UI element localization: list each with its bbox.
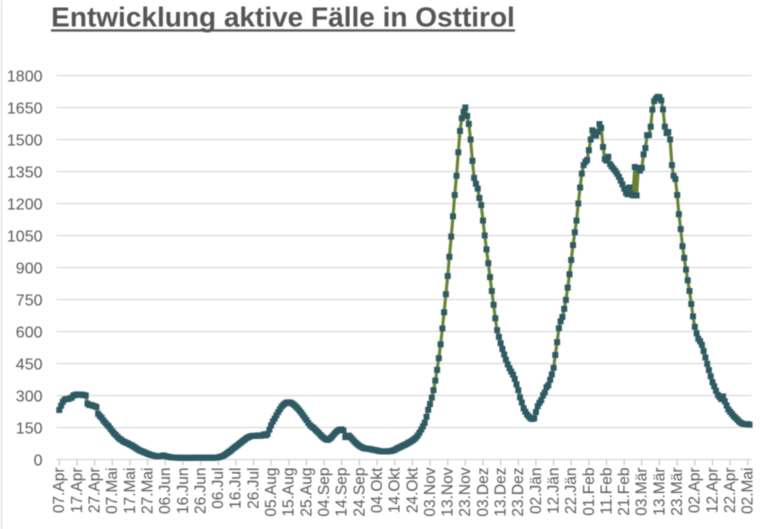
svg-text:16.Jun: 16.Jun <box>175 468 192 515</box>
svg-text:14.Sep: 14.Sep <box>334 468 351 517</box>
svg-text:17.Mai: 17.Mai <box>122 468 139 515</box>
svg-text:03.Nov: 03.Nov <box>422 467 439 516</box>
svg-text:02.Apr: 02.Apr <box>687 468 704 514</box>
svg-text:1200: 1200 <box>7 196 43 213</box>
svg-text:750: 750 <box>16 292 43 309</box>
svg-text:04.Okt: 04.Okt <box>369 467 386 513</box>
svg-text:22.Jän: 22.Jän <box>563 468 580 515</box>
svg-text:12.Apr: 12.Apr <box>704 468 721 514</box>
svg-text:26.Jun: 26.Jun <box>192 468 209 515</box>
svg-text:21.Feb: 21.Feb <box>616 468 633 516</box>
svg-text:23.Mär: 23.Mär <box>669 468 686 516</box>
svg-text:300: 300 <box>16 388 43 405</box>
svg-text:11.Feb: 11.Feb <box>598 468 615 515</box>
svg-text:13.Mär: 13.Mär <box>651 468 668 516</box>
svg-text:06.Jul: 06.Jul <box>210 468 227 509</box>
svg-text:17.Apr: 17.Apr <box>69 468 86 514</box>
svg-text:1050: 1050 <box>7 228 43 245</box>
svg-text:15.Aug: 15.Aug <box>281 468 298 517</box>
svg-text:26.Jul: 26.Jul <box>245 468 262 509</box>
svg-text:24.Okt: 24.Okt <box>404 467 421 513</box>
svg-text:1800: 1800 <box>7 68 43 85</box>
svg-text:05.Aug: 05.Aug <box>263 468 280 517</box>
svg-text:Entwicklung aktive Fälle in Os: Entwicklung aktive Fälle in Osttirol <box>51 2 515 33</box>
svg-text:1350: 1350 <box>7 164 43 181</box>
svg-text:13.Dez: 13.Dez <box>493 468 510 517</box>
svg-text:1650: 1650 <box>7 100 43 117</box>
svg-text:23.Dez: 23.Dez <box>510 468 527 517</box>
svg-text:24.Sep: 24.Sep <box>351 468 368 517</box>
svg-text:27.Apr: 27.Apr <box>87 468 104 514</box>
svg-text:13.Nov: 13.Nov <box>440 467 457 516</box>
svg-text:900: 900 <box>16 260 43 277</box>
svg-text:14.Okt: 14.Okt <box>387 467 404 513</box>
svg-text:25.Aug: 25.Aug <box>298 468 315 517</box>
svg-text:150: 150 <box>16 420 43 437</box>
svg-text:16.Jul: 16.Jul <box>228 468 245 509</box>
svg-text:01.Feb: 01.Feb <box>581 468 598 516</box>
svg-text:27.Mai: 27.Mai <box>140 468 157 515</box>
svg-text:23.Nov: 23.Nov <box>457 467 474 516</box>
svg-text:04.Sep: 04.Sep <box>316 468 333 517</box>
svg-text:07.Mai: 07.Mai <box>104 468 121 515</box>
svg-text:02.Jän: 02.Jän <box>528 468 545 515</box>
svg-text:03.Dez: 03.Dez <box>475 468 492 517</box>
svg-text:02.Mai: 02.Mai <box>740 468 757 515</box>
svg-text:06.Jun: 06.Jun <box>157 468 174 515</box>
svg-text:07.Apr: 07.Apr <box>51 468 68 514</box>
svg-text:450: 450 <box>16 356 43 373</box>
svg-text:1500: 1500 <box>7 132 43 149</box>
svg-text:22.Apr: 22.Apr <box>722 468 739 514</box>
svg-text:0: 0 <box>34 452 43 469</box>
svg-text:03.Mär: 03.Mär <box>634 468 651 516</box>
svg-text:12.Jän: 12.Jän <box>546 468 563 515</box>
svg-text:600: 600 <box>16 324 43 341</box>
